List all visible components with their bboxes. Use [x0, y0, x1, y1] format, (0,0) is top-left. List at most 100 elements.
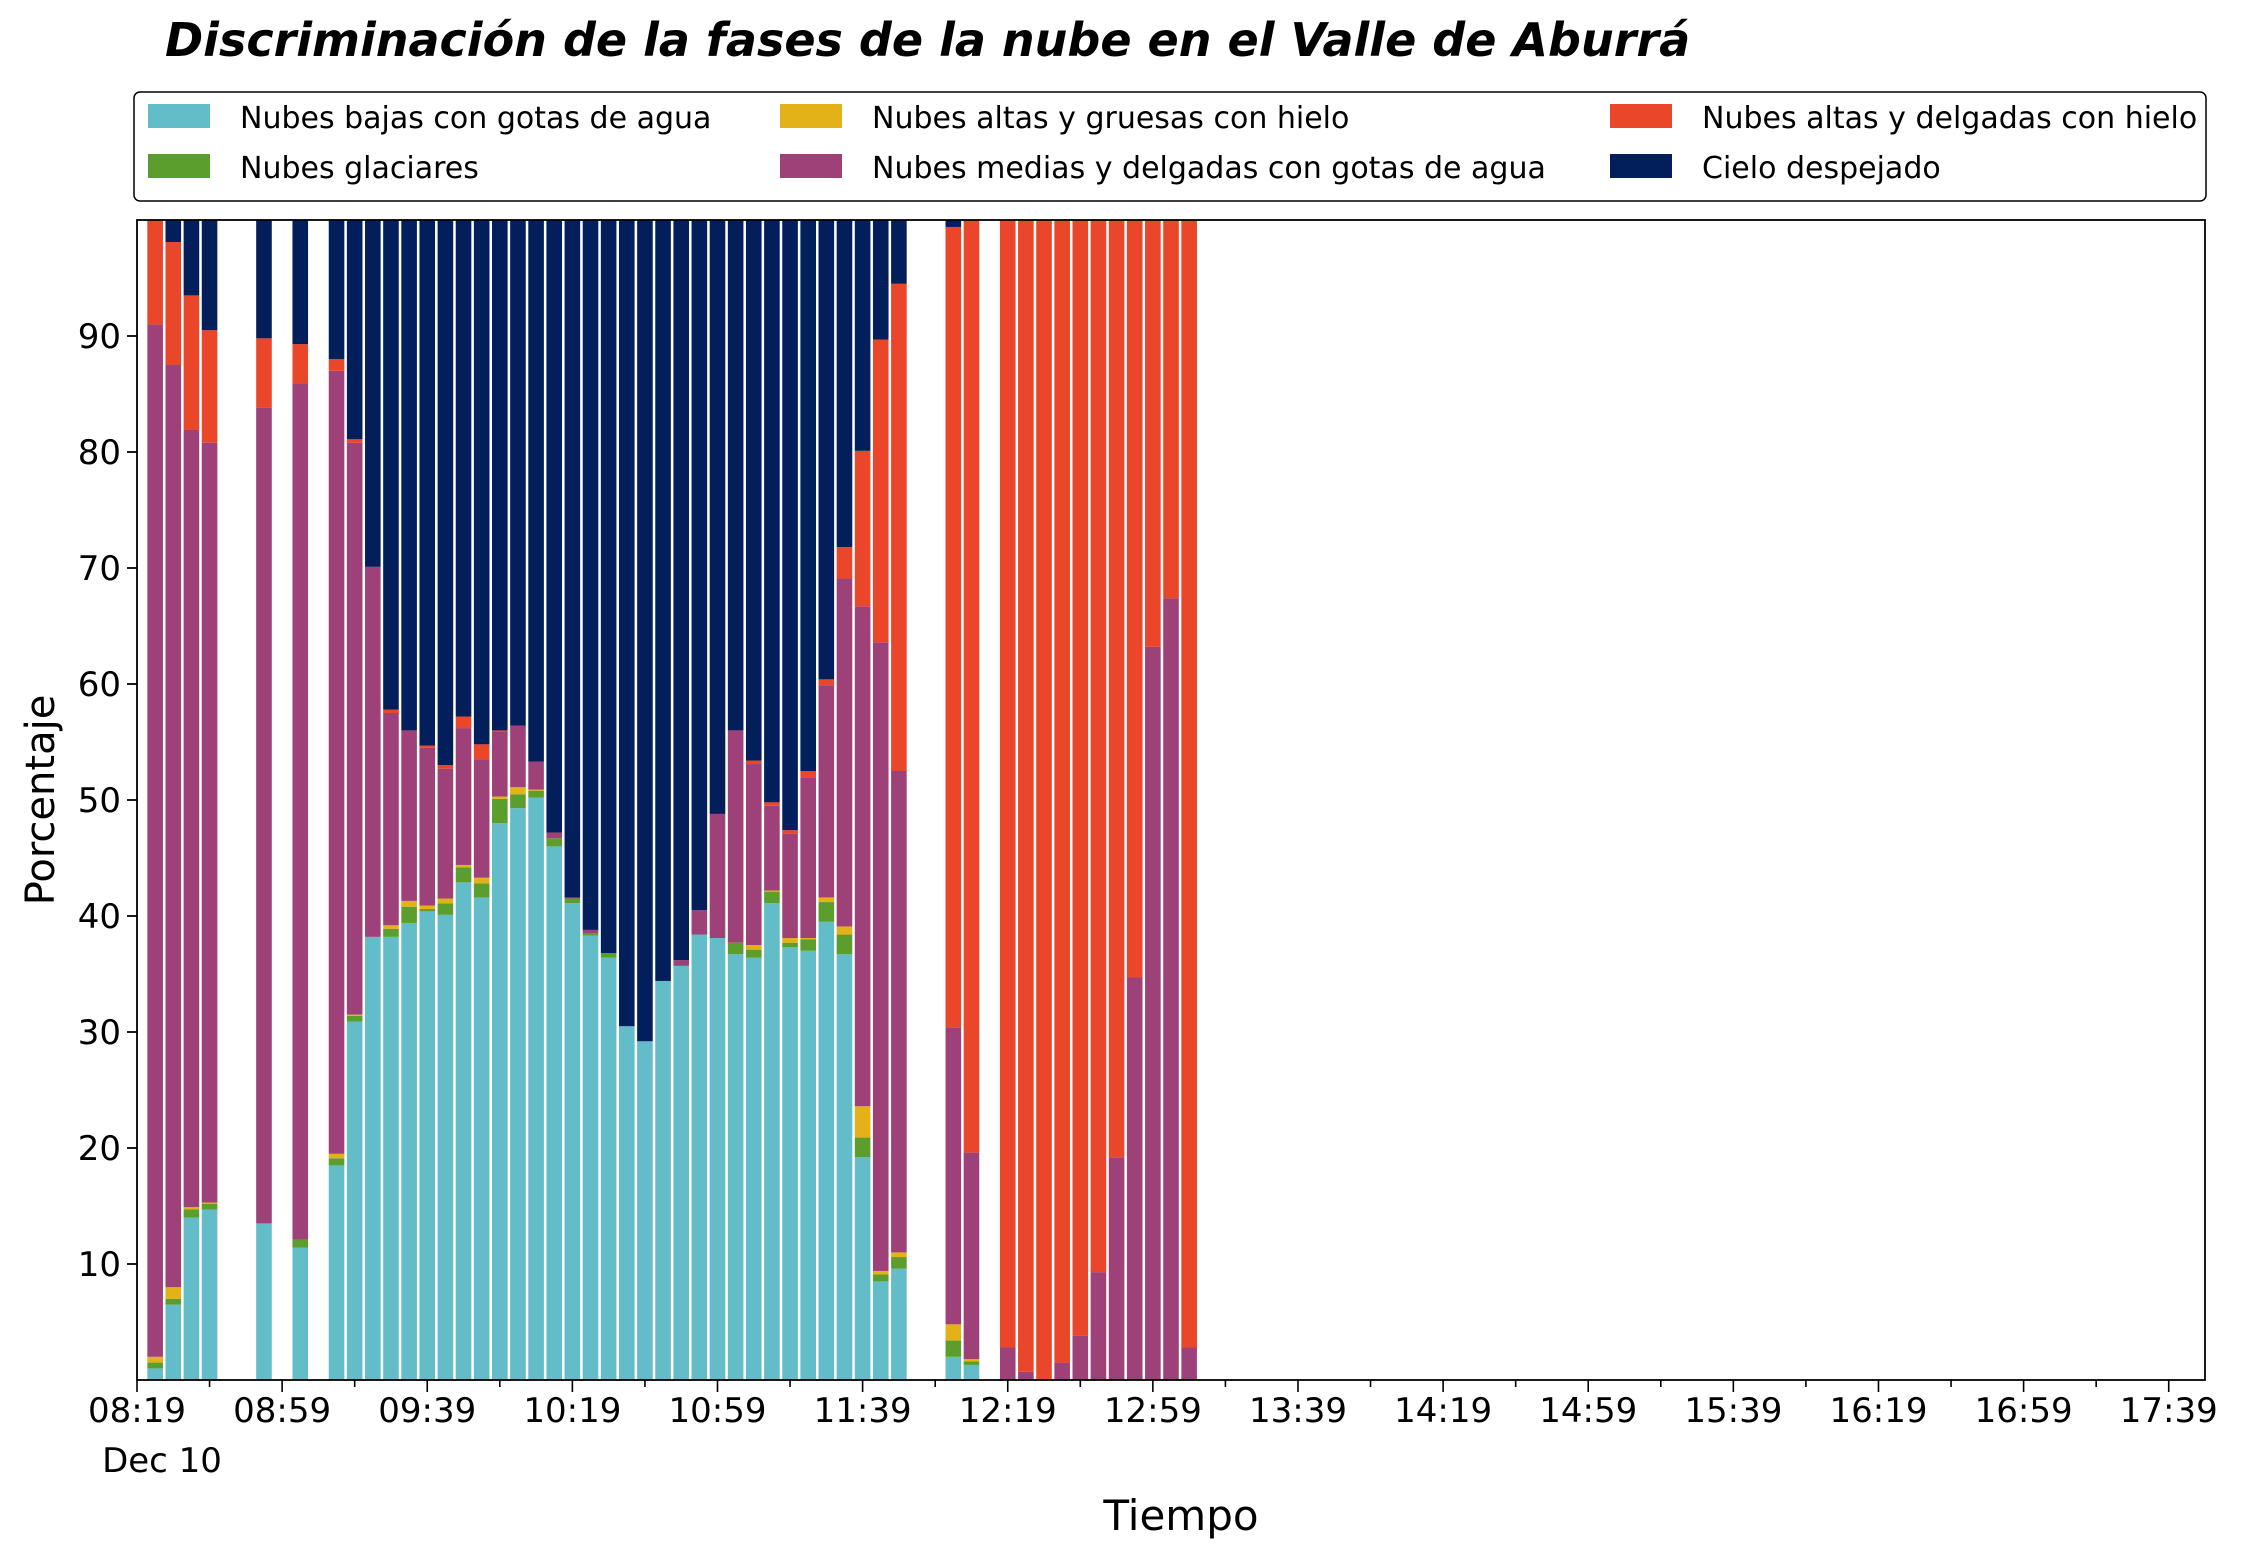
bar-segment — [383, 936, 399, 1380]
bar-segment — [999, 1347, 1016, 1380]
legend-label: Nubes altas y delgadas con hielo — [1702, 101, 2197, 136]
bar-segment — [800, 939, 816, 951]
bar-segment — [836, 547, 853, 579]
bar-segment — [854, 450, 871, 607]
bar-segment — [709, 220, 726, 814]
bar-segment — [165, 242, 182, 365]
bar-segment — [201, 1202, 218, 1204]
bar-segment — [854, 1157, 871, 1380]
bar-segment — [328, 1165, 345, 1380]
x-tick-label: 16:59 — [1975, 1391, 2073, 1431]
bar-segment — [655, 980, 671, 1380]
bar-segment — [473, 877, 490, 884]
bar-segment — [419, 747, 436, 906]
x-tick-label: 08:19 — [88, 1391, 186, 1431]
bar-segment — [183, 1217, 200, 1380]
bar-segment — [473, 759, 490, 878]
bar-segment — [782, 947, 798, 1380]
bar-segment — [945, 1324, 962, 1341]
bar-segment — [818, 897, 835, 903]
bar-segment — [564, 898, 581, 904]
bar-segment — [836, 220, 853, 548]
x-tick-label: 14:59 — [1539, 1391, 1637, 1431]
bar-segment — [582, 929, 599, 934]
x-tick-label: 12:19 — [959, 1391, 1057, 1431]
bar-segment — [745, 957, 762, 1380]
bar-segment — [455, 864, 472, 868]
bar-segment — [764, 903, 780, 1380]
bar-segment — [455, 220, 472, 717]
bar-segment — [691, 910, 708, 935]
bar-segment — [328, 1153, 345, 1159]
bar-segment — [836, 926, 853, 935]
bar-segment — [745, 220, 762, 761]
bar-segment — [365, 936, 381, 1380]
bar-segment — [473, 897, 490, 1380]
bar-segment — [165, 1287, 182, 1299]
x-tick-label: 10:19 — [523, 1391, 621, 1431]
x-tick-label: 16:19 — [1829, 1391, 1927, 1431]
bar-segment — [891, 1268, 907, 1380]
bar-segment — [963, 220, 980, 1153]
bar-segment — [764, 891, 780, 904]
bar-segment — [419, 909, 436, 912]
bar-segment — [782, 833, 798, 939]
bar-segment — [963, 1364, 980, 1380]
bar-segment — [492, 823, 508, 1380]
bar-segment — [147, 1368, 163, 1380]
bar-segment — [201, 1203, 218, 1210]
bar-segment — [745, 760, 762, 765]
x-tick-label: 12:59 — [1104, 1391, 1202, 1431]
bar-segment — [836, 578, 853, 927]
bar-segment — [872, 1274, 889, 1282]
bar-segment — [727, 942, 744, 955]
bar-segment — [528, 797, 544, 1380]
y-tick-label: 30 — [78, 1013, 121, 1053]
bar-segment — [1126, 220, 1143, 978]
bar-segment — [528, 761, 544, 790]
bar-segment — [800, 777, 816, 939]
bar-segment — [1090, 1272, 1107, 1380]
bar-segment — [165, 1304, 182, 1380]
y-tick-label: 50 — [78, 781, 121, 821]
plot-area: 10 20 30 40 50 60 70 80 90 08:19 08:59 09:39 10:19 1… — [78, 219, 2218, 1431]
bar-segment — [800, 220, 816, 771]
bar-segment — [673, 220, 690, 961]
bar-segment — [147, 1362, 163, 1369]
bar-segment — [510, 794, 526, 809]
bar-segment — [818, 902, 835, 922]
bar-segment — [473, 220, 490, 745]
legend-label: Cielo despejado — [1702, 151, 1941, 186]
bar-segment — [600, 953, 617, 958]
bar-segment — [1163, 598, 1179, 1380]
bar-segment — [528, 790, 544, 798]
bar-segment — [800, 938, 816, 940]
chart-title: Discriminación de la fases de la nube en… — [165, 13, 1690, 67]
bar-segment — [437, 914, 454, 1380]
bar-segment — [637, 1041, 653, 1380]
bar-segment — [528, 220, 544, 762]
bar-segment — [346, 439, 363, 443]
bar-segment — [292, 383, 309, 1240]
legend-swatch — [780, 154, 842, 178]
bar-segment — [383, 928, 399, 937]
bar-segment — [492, 730, 508, 732]
y-tick-label: 80 — [78, 433, 121, 473]
bar-segment — [618, 1026, 635, 1380]
bar-segment — [201, 1209, 218, 1380]
bar-segment — [183, 1209, 200, 1218]
bar-segment — [745, 764, 762, 945]
bar-segment — [1090, 220, 1107, 1273]
bar-segment — [165, 220, 182, 243]
y-tick-label: 40 — [78, 897, 121, 937]
y-tick-label: 60 — [78, 665, 121, 705]
bar-segment — [183, 429, 200, 1208]
bar-segment — [963, 1359, 980, 1362]
bar-segment — [1163, 220, 1179, 599]
bar-segment — [1018, 220, 1034, 1372]
bar-segment — [800, 950, 816, 1380]
bar-segment — [437, 898, 454, 904]
bar-segment — [891, 220, 907, 284]
bar-segment — [183, 295, 200, 430]
bar-segment — [292, 344, 309, 384]
